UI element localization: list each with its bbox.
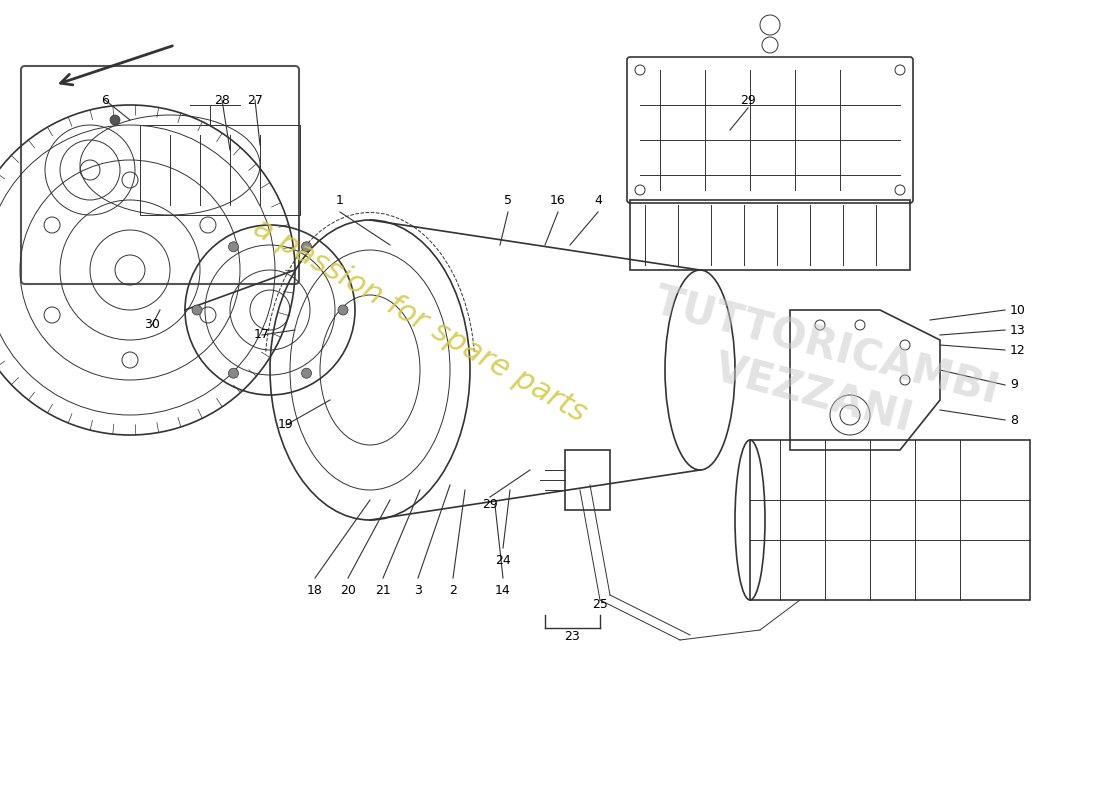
Text: 19: 19 bbox=[278, 418, 294, 431]
Circle shape bbox=[229, 242, 239, 252]
Text: 20: 20 bbox=[340, 583, 356, 597]
Bar bbox=[750, 440, 1030, 600]
Text: 4: 4 bbox=[594, 194, 602, 206]
Text: 1: 1 bbox=[337, 194, 344, 206]
Text: 8: 8 bbox=[1010, 414, 1018, 426]
Circle shape bbox=[229, 368, 239, 378]
Circle shape bbox=[338, 305, 348, 315]
Text: 6: 6 bbox=[101, 94, 109, 106]
Circle shape bbox=[301, 242, 311, 252]
Text: 29: 29 bbox=[482, 498, 498, 511]
Text: 17: 17 bbox=[254, 329, 270, 342]
Text: 9: 9 bbox=[1010, 378, 1018, 391]
Text: 16: 16 bbox=[550, 194, 565, 206]
Text: 29: 29 bbox=[740, 94, 756, 106]
Text: 27: 27 bbox=[248, 94, 263, 106]
Bar bbox=[140, 125, 300, 215]
Text: 23: 23 bbox=[564, 630, 580, 643]
Circle shape bbox=[110, 115, 120, 125]
Text: 3: 3 bbox=[414, 583, 422, 597]
Text: 12: 12 bbox=[1010, 343, 1025, 357]
Bar bbox=[630, 200, 910, 270]
Text: 25: 25 bbox=[592, 598, 608, 611]
Text: a passion for spare parts: a passion for spare parts bbox=[249, 213, 592, 427]
FancyBboxPatch shape bbox=[21, 66, 299, 284]
Text: 24: 24 bbox=[495, 554, 510, 566]
Bar bbox=[565, 450, 610, 510]
Text: 13: 13 bbox=[1010, 323, 1025, 337]
Text: 28: 28 bbox=[214, 94, 230, 106]
Text: 30: 30 bbox=[144, 318, 159, 331]
Text: 21: 21 bbox=[375, 583, 390, 597]
Text: 2: 2 bbox=[449, 583, 456, 597]
Text: TUTTORICAMBI
VEZZANI: TUTTORICAMBI VEZZANI bbox=[637, 280, 1003, 460]
Text: 18: 18 bbox=[307, 583, 323, 597]
Text: 5: 5 bbox=[504, 194, 512, 206]
Circle shape bbox=[192, 305, 202, 315]
Text: 14: 14 bbox=[495, 583, 510, 597]
Circle shape bbox=[301, 368, 311, 378]
Text: 10: 10 bbox=[1010, 303, 1026, 317]
FancyBboxPatch shape bbox=[627, 57, 913, 203]
